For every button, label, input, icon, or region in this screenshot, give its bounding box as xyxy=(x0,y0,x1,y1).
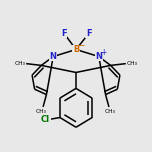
Text: F: F xyxy=(86,29,92,38)
Text: +: + xyxy=(100,48,107,57)
Text: B: B xyxy=(73,45,79,54)
Text: −: − xyxy=(77,41,85,50)
Text: CH₃: CH₃ xyxy=(14,61,25,66)
Text: CH₃: CH₃ xyxy=(127,61,138,66)
Text: N: N xyxy=(50,52,57,61)
Text: CH₃: CH₃ xyxy=(105,109,116,114)
Text: F: F xyxy=(61,29,67,38)
Text: CH₃: CH₃ xyxy=(36,109,47,114)
Text: Cl: Cl xyxy=(41,115,50,124)
Text: N: N xyxy=(95,52,102,61)
